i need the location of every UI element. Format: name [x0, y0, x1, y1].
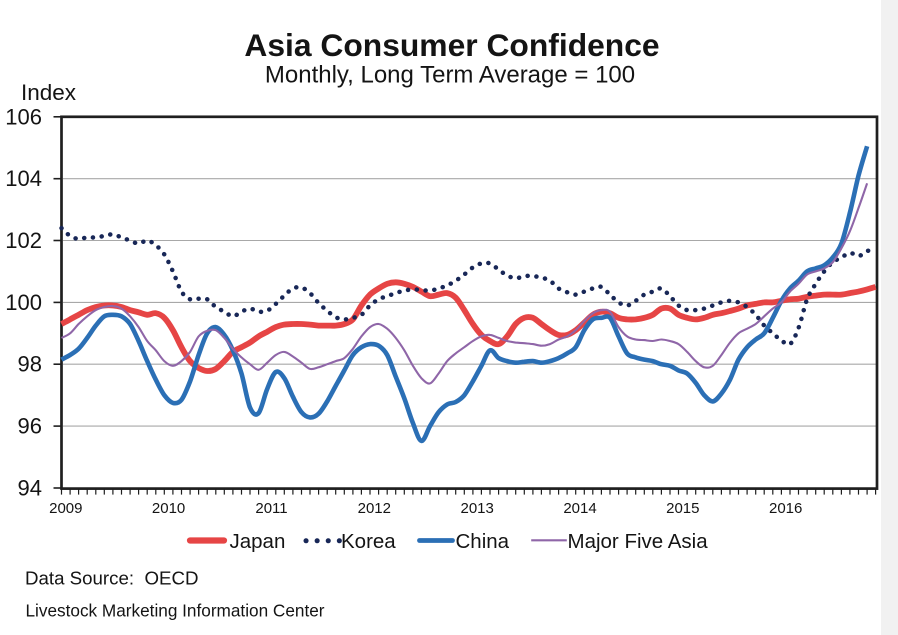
svg-text:98: 98 — [18, 352, 42, 377]
svg-text:Asia Consumer Confidence: Asia Consumer Confidence — [244, 27, 659, 63]
svg-text:Japan: Japan — [230, 530, 286, 553]
svg-text:Monthly, Long Term Average = 1: Monthly, Long Term Average = 100 — [265, 62, 635, 89]
svg-text:94: 94 — [18, 476, 42, 501]
svg-text:96: 96 — [18, 414, 42, 439]
svg-text:106: 106 — [5, 104, 42, 129]
svg-text:104: 104 — [5, 166, 42, 191]
svg-text:2015: 2015 — [666, 500, 699, 517]
svg-text:2014: 2014 — [563, 500, 596, 517]
svg-text:Korea: Korea — [341, 530, 396, 553]
svg-text:100: 100 — [5, 290, 42, 315]
svg-text:2011: 2011 — [255, 500, 287, 517]
svg-text:2012: 2012 — [358, 500, 391, 517]
svg-text:2009: 2009 — [49, 500, 82, 517]
svg-text:2010: 2010 — [152, 500, 185, 517]
svg-text:Index: Index — [21, 80, 77, 105]
svg-text:China: China — [456, 530, 510, 553]
svg-text:2016: 2016 — [769, 500, 802, 517]
svg-text:102: 102 — [5, 228, 42, 253]
svg-text:2013: 2013 — [461, 500, 494, 517]
svg-text:Data Source: OECD: Data Source: OECD — [25, 568, 198, 589]
svg-text:Livestock Marketing Informatio: Livestock Marketing Information Center — [26, 601, 325, 621]
svg-text:Major Five Asia: Major Five Asia — [568, 530, 709, 553]
